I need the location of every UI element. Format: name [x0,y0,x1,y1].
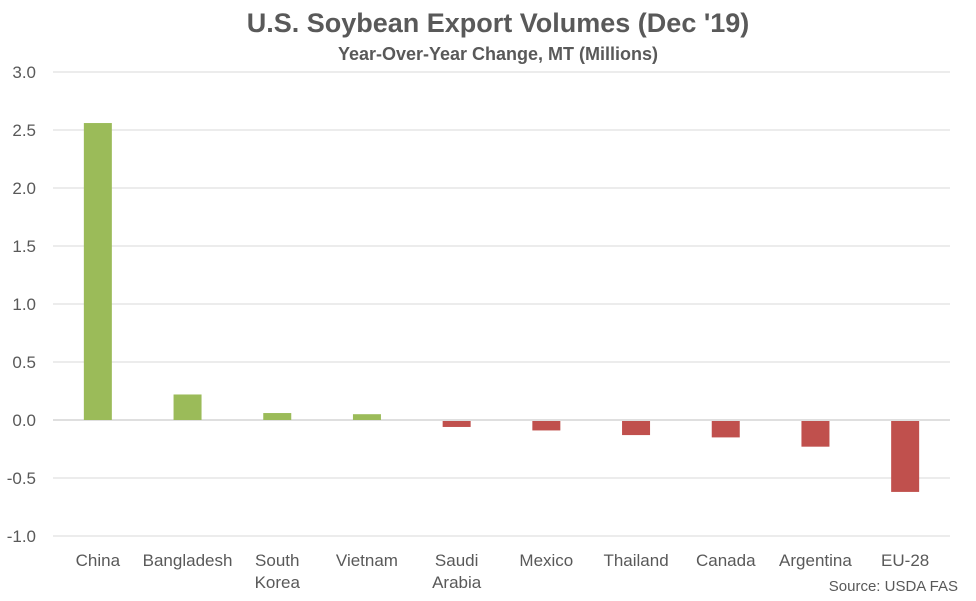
x-category-label-line: Bangladesh [143,551,233,570]
x-category-label-line: Vietnam [336,551,398,570]
bar [352,414,381,420]
source-note: Source: USDA FAS [829,578,958,595]
y-tick-label: 1.0 [12,295,36,314]
y-tick-label: -1.0 [7,527,36,546]
x-category-label: EU-28 [881,551,929,570]
y-tick-label: -0.5 [7,469,36,488]
bar [442,421,471,427]
bars [83,123,920,492]
x-category-label-line: EU-28 [881,551,929,570]
x-category-label: China [76,551,121,570]
x-category-label-line: Mexico [519,551,573,570]
bar [173,394,202,420]
x-category-label: Bangladesh [143,551,233,570]
y-tick-label: 3.0 [12,63,36,82]
x-category-label: Vietnam [336,551,398,570]
bar [83,123,112,420]
x-category-label-line: South [255,551,299,570]
x-axis-categories: China Bangladesh South Korea Vietnam Saudi Ara… [76,551,930,592]
x-category-label: South Korea [255,551,301,592]
y-tick-label: 2.5 [12,121,36,140]
bar [532,421,561,431]
x-category-label-line: Argentina [779,551,852,570]
x-category-label-line: Canada [696,551,756,570]
x-category-label-line: Korea [255,573,301,592]
x-category-label: Canada [696,551,756,570]
gridlines [53,71,950,537]
x-category-label-line: China [76,551,121,570]
x-category-label-line: Saudi [435,551,478,570]
y-tick-label: 2.0 [12,179,36,198]
bar [891,421,920,492]
y-tick-label: 0.5 [12,353,36,372]
bar [263,413,292,420]
x-category-label: Saudi Arabia [432,551,482,592]
y-tick-label: 1.5 [12,237,36,256]
y-axis-ticks: 3.0 2.5 2.0 1.5 1.0 0.5 0.0 -0.5 -1.0 [7,63,36,546]
x-category-label: Argentina [779,551,852,570]
chart-title: U.S. Soybean Export Volumes (Dec '19) [247,8,750,38]
x-category-label-line: Arabia [432,573,482,592]
x-category-label: Mexico [519,551,573,570]
bar [801,421,830,447]
x-category-label-line: Thailand [603,551,668,570]
chart-subtitle: Year-Over-Year Change, MT (Millions) [338,44,658,64]
bar [622,421,651,436]
y-tick-label: 0.0 [12,411,36,430]
x-category-label: Thailand [603,551,668,570]
bar [711,421,740,438]
